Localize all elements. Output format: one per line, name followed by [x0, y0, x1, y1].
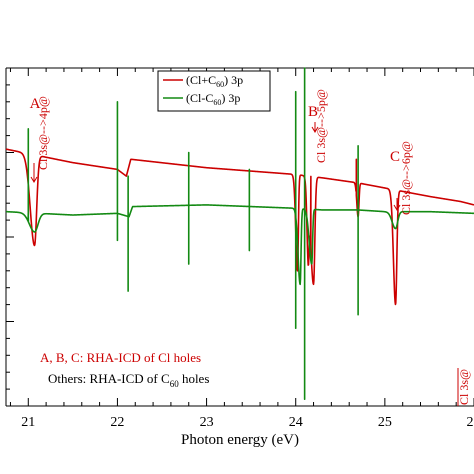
- legend-label: (Cl-C60) 3p: [186, 91, 240, 107]
- annotation-letter-c: C: [390, 149, 400, 165]
- annotation-label: Cl 3s@-->6p@: [399, 141, 413, 215]
- annotation-arrowhead: [393, 204, 401, 211]
- x-tick-label: 21: [21, 415, 35, 430]
- annotation-letter-b: B: [308, 104, 318, 120]
- annotation-label: Cl 3s@: [457, 369, 471, 405]
- note-cl-holes: A, B, C: RHA-ICD of Cl holes: [40, 350, 201, 365]
- x-tick-label: 22: [110, 415, 124, 430]
- annotation-label: Cl 3s@-->4p@: [36, 96, 50, 170]
- annotation-layer: ACl 3s@-->4p@ BCl 3s@-->5p@ CCl 3s@-->6p@ C…: [30, 89, 471, 406]
- legend: (Cl+C60) 3p (Cl-C60) 3p: [157, 70, 271, 112]
- legend-label: (Cl+C60) 3p: [186, 73, 243, 89]
- note-c60-holes: Others: RHA-ICD of C60 holes: [48, 371, 209, 389]
- annotation-label: Cl 3s@-->5p@: [314, 89, 328, 163]
- series-line-1: [5, 148, 474, 306]
- notes: A, B, C: RHA-ICD of Cl holes Others: RHA-…: [40, 350, 209, 389]
- x-tick-label: 2: [467, 415, 474, 430]
- series-line-2: [5, 67, 474, 401]
- series-layer: [5, 67, 474, 401]
- x-tick-labels: 21 22 23 24 25 2: [21, 415, 473, 430]
- x-tick-label: 25: [378, 415, 392, 430]
- x-tick-label: 24: [289, 415, 303, 430]
- annotation-arrowhead: [311, 126, 319, 133]
- x-axis-title: Photon energy (eV): [181, 432, 299, 448]
- x-tick-label: 23: [200, 415, 214, 430]
- legend-box: [157, 70, 271, 112]
- annotation-arrowhead: [30, 176, 38, 183]
- annotation-letter-a: A: [30, 96, 41, 112]
